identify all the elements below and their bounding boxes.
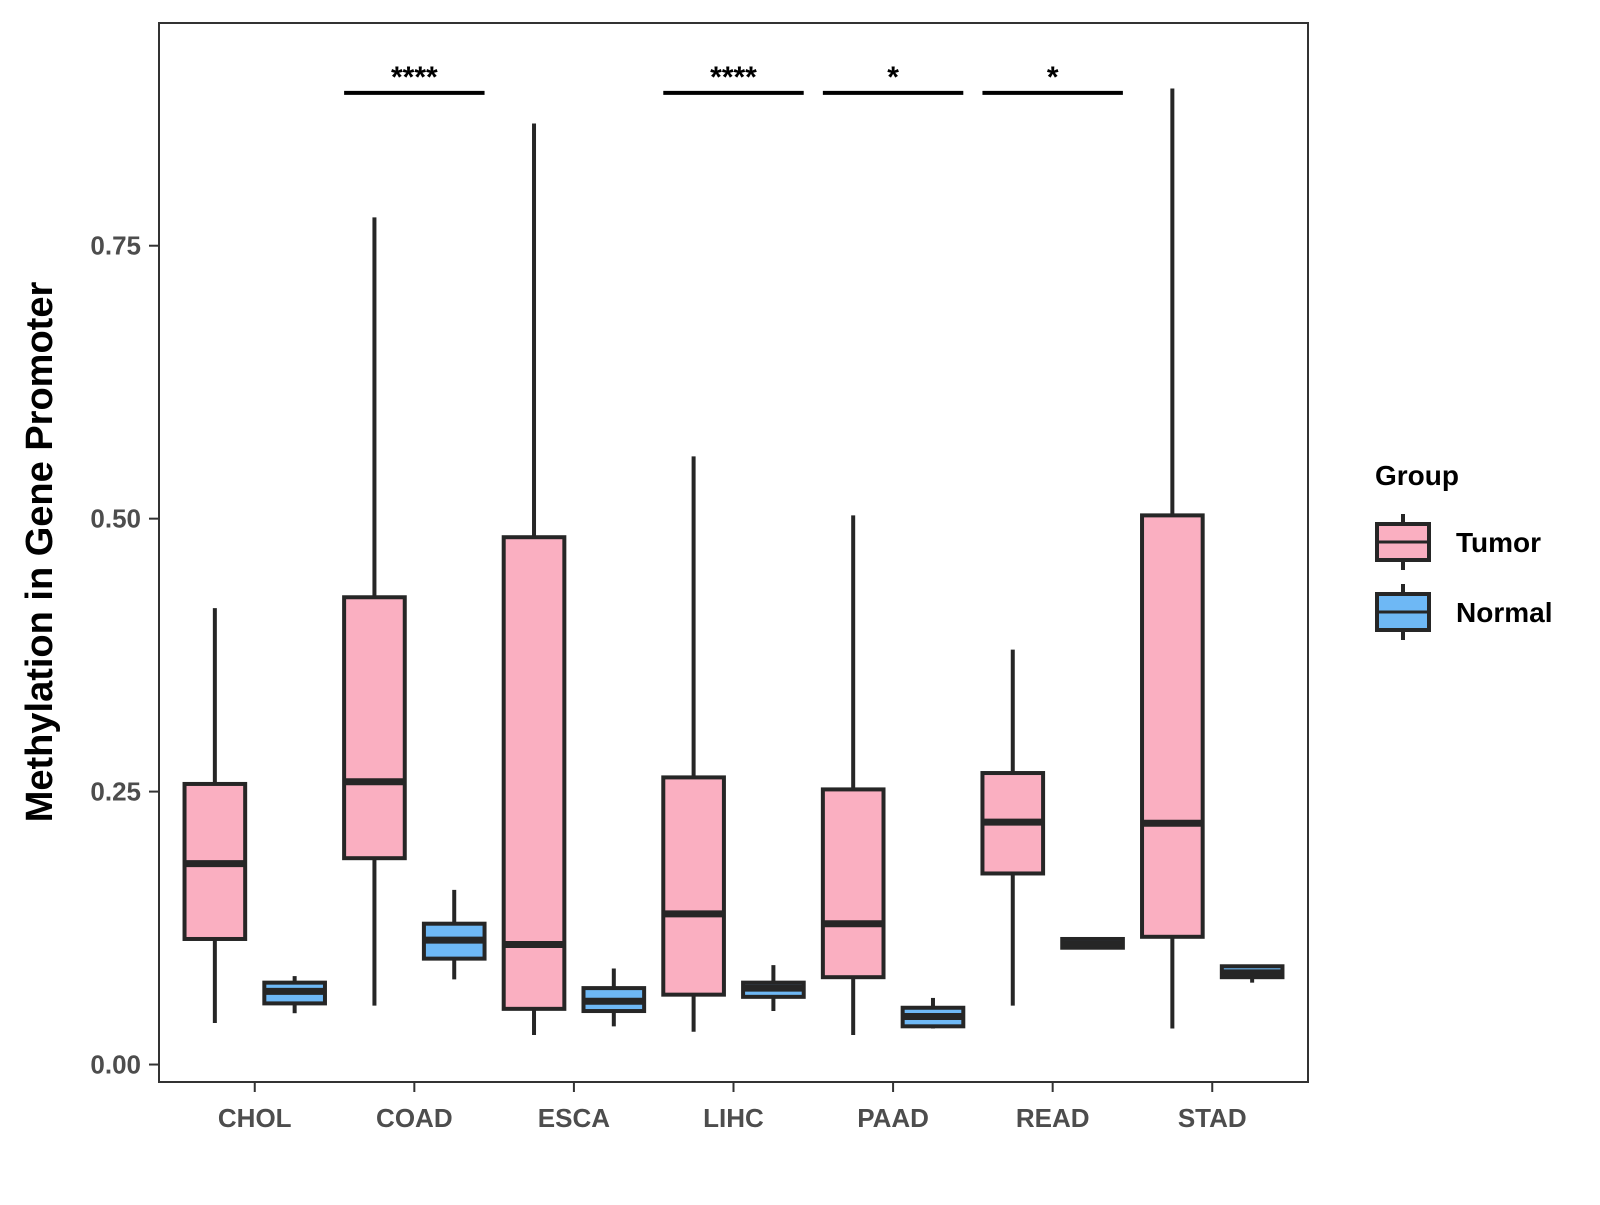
x-tick-label-coad: COAD: [376, 1103, 453, 1133]
legend-label-normal: Normal: [1456, 597, 1552, 628]
box-tumor-paad: [820, 515, 886, 1036]
box-normal-read: [1060, 936, 1125, 950]
x-tick-label-esca: ESCA: [538, 1103, 610, 1133]
significance-label: *: [1047, 61, 1059, 94]
y-tick-label: 0.00: [90, 1050, 141, 1080]
box-tumor-stad: [1140, 88, 1205, 1029]
x-tick-label-chol: CHOL: [218, 1103, 292, 1133]
significance-label: ****: [710, 61, 757, 94]
significance-lihc: ****: [663, 61, 804, 95]
legend-items: Tumor Normal: [1375, 514, 1552, 640]
iqr-box-tumor-coad: [342, 595, 407, 861]
box-tumor-read: [980, 649, 1046, 1006]
iqr-box-tumor-lihc: [661, 775, 726, 997]
axis-layer: 0.00 0.25 0.50 0.75 CHOL COAD ESCA LIHC PAAD READ…: [90, 231, 1246, 1133]
box-tumor-chol: [182, 608, 248, 1024]
significance-paad: *: [822, 61, 964, 95]
legend: Group Tumor Normal: [1375, 460, 1552, 640]
x-tick-label-lihc: LIHC: [703, 1103, 764, 1133]
box-normal-lihc: [741, 965, 806, 1012]
box-tumor-esca: [501, 123, 567, 1036]
legend-item-normal: Normal: [1375, 584, 1552, 640]
box-tumor-coad: [342, 217, 407, 1006]
plot-panel-border: [158, 22, 1309, 1083]
significance-coad: ****: [344, 61, 485, 95]
box-normal-paad: [900, 997, 966, 1029]
y-tick-label: 0.25: [90, 777, 141, 807]
x-tick-label-stad: STAD: [1178, 1103, 1247, 1133]
significance-label: *: [887, 61, 899, 94]
x-tick-label-read: READ: [1016, 1103, 1090, 1133]
plot-layer: **** **** * *: [182, 61, 1285, 1036]
box-normal-coad: [421, 889, 487, 980]
legend-item-tumor: Tumor: [1375, 514, 1541, 570]
significance-label: ****: [391, 61, 438, 94]
y-axis-title: Methylation in Gene Promoter: [19, 282, 61, 823]
iqr-box-tumor-paad: [820, 787, 886, 980]
iqr-box-tumor-esca: [501, 535, 567, 1011]
y-tick-label: 0.75: [90, 231, 141, 261]
x-tick-label-paad: PAAD: [857, 1103, 929, 1133]
legend-label-tumor: Tumor: [1456, 527, 1541, 558]
box-normal-chol: [262, 976, 327, 1014]
y-tick-label: 0.50: [90, 504, 141, 534]
significance-read: *: [982, 61, 1123, 95]
legend-title: Group: [1375, 460, 1459, 491]
box-normal-esca: [581, 968, 647, 1027]
box-normal-stad: [1219, 964, 1285, 983]
box-tumor-lihc: [661, 456, 726, 1032]
iqr-box-tumor-stad: [1140, 513, 1205, 939]
